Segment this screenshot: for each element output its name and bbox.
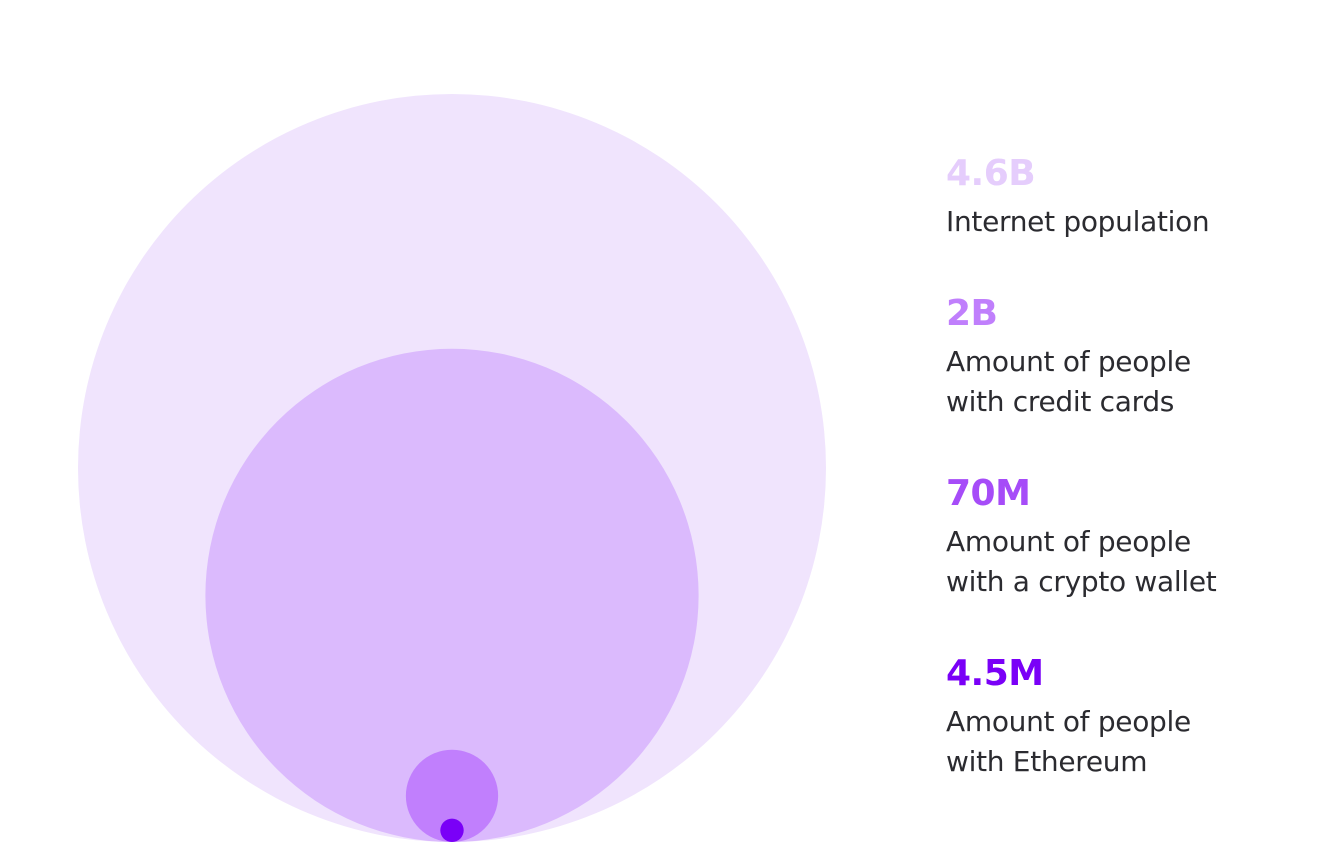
bubble <box>205 348 699 842</box>
value-label: 4.6B <box>946 153 1036 194</box>
legend-item: 4.5M Amount of people with Ethereum <box>946 652 1276 782</box>
legend-item: 4.6B Internet population <box>946 152 1276 242</box>
value-label: 2B <box>946 293 998 334</box>
value-label: 70M <box>946 473 1031 514</box>
category-label: Amount of people with Ethereum <box>946 705 1191 778</box>
category-label: Amount of people with credit cards <box>946 345 1191 418</box>
legend-item: 70M Amount of people with a crypto wallet <box>946 472 1276 602</box>
category-label: Amount of people with a crypto wallet <box>946 525 1217 598</box>
category-label: Internet population <box>946 205 1210 238</box>
bubble <box>405 749 499 843</box>
legend-item: 2B Amount of people with credit cards <box>946 292 1276 422</box>
bubble <box>440 818 464 843</box>
value-label: 4.5M <box>946 653 1044 694</box>
